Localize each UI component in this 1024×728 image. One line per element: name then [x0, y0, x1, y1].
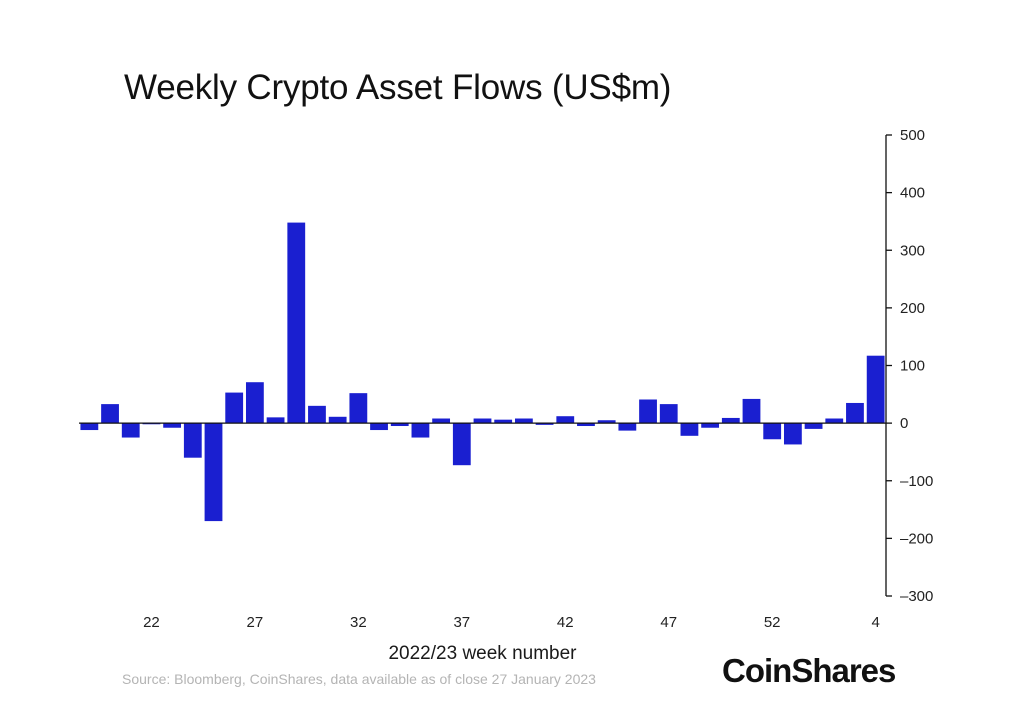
bar-week-25	[204, 423, 223, 522]
bar-week-33	[370, 423, 388, 431]
bar-week-51	[742, 398, 761, 424]
x-tick-label: 4	[871, 614, 879, 631]
bar-week-28	[266, 417, 285, 424]
bar-week-1	[804, 423, 823, 429]
x-tick-label: 37	[453, 614, 470, 631]
bar-week-42	[556, 416, 575, 424]
bar-week-45	[618, 423, 637, 431]
x-tick-label: 52	[764, 614, 781, 631]
bar-week-30	[308, 405, 326, 424]
bar-week-29	[287, 222, 306, 424]
bar-week-39	[494, 419, 513, 424]
bar-week-21	[121, 423, 140, 438]
source-note: Source: Bloomberg, CoinShares, data avai…	[122, 671, 596, 687]
y-tick-label: –200	[900, 530, 933, 547]
x-axis-ticks: 22 27 32 37 42 47 52 4	[143, 614, 880, 631]
bar-week-41	[535, 423, 554, 425]
bar-week-23	[163, 423, 182, 428]
bar-week-38	[473, 418, 492, 424]
bar-week-31	[328, 416, 347, 424]
bar-week-40	[514, 418, 533, 424]
bar-week-27	[245, 382, 264, 424]
bar-week-4	[866, 355, 885, 424]
x-axis-label: 2022/23 week number	[388, 643, 577, 664]
bar-week-20	[101, 404, 119, 424]
bar-week-48	[680, 423, 699, 436]
bar-week-49	[701, 423, 720, 428]
x-tick-label: 32	[350, 614, 367, 631]
bar-week-24	[183, 423, 202, 458]
bar-week-44	[597, 420, 616, 424]
y-tick-label: 0	[900, 415, 908, 432]
y-axis-ticks: 500 400 300 200 100 0 –100 –200 –300	[886, 127, 933, 605]
x-tick-label: 22	[143, 614, 160, 631]
bar-week-43	[577, 423, 595, 427]
bars-group	[80, 222, 885, 522]
bar-week-46	[639, 399, 657, 424]
bar-week-19	[80, 423, 99, 431]
x-tick-label: 27	[247, 614, 264, 631]
coinshares-logo: CoinShares	[722, 652, 896, 689]
bar-week-53	[783, 423, 802, 445]
y-tick-label: –100	[900, 473, 933, 490]
x-tick-label: 42	[557, 614, 574, 631]
y-tick-label: 300	[900, 242, 925, 259]
bar-week-52	[763, 423, 782, 440]
y-tick-label: 500	[900, 127, 925, 144]
x-tick-label: 47	[660, 614, 677, 631]
bar-week-47	[659, 404, 678, 424]
chart-title: Weekly Crypto Asset Flows (US$m)	[124, 68, 672, 107]
y-tick-label: 400	[900, 185, 925, 202]
bar-week-35	[411, 423, 430, 438]
y-tick-label: 200	[900, 300, 925, 317]
bar-week-37	[452, 423, 471, 466]
bar-week-34	[390, 423, 409, 427]
bar-week-32	[349, 393, 368, 424]
bar-week-26	[225, 392, 244, 424]
y-tick-label: 100	[900, 358, 925, 375]
bar-week-50	[721, 417, 740, 424]
bar-week-36	[432, 418, 451, 424]
y-tick-label: –300	[900, 588, 933, 605]
bar-week-2	[825, 418, 844, 424]
bar-week-3	[846, 402, 864, 424]
chart-plot: 500 400 300 200 100 0 –100 –200 –300 22 27 32 37 42 4…	[79, 127, 933, 631]
